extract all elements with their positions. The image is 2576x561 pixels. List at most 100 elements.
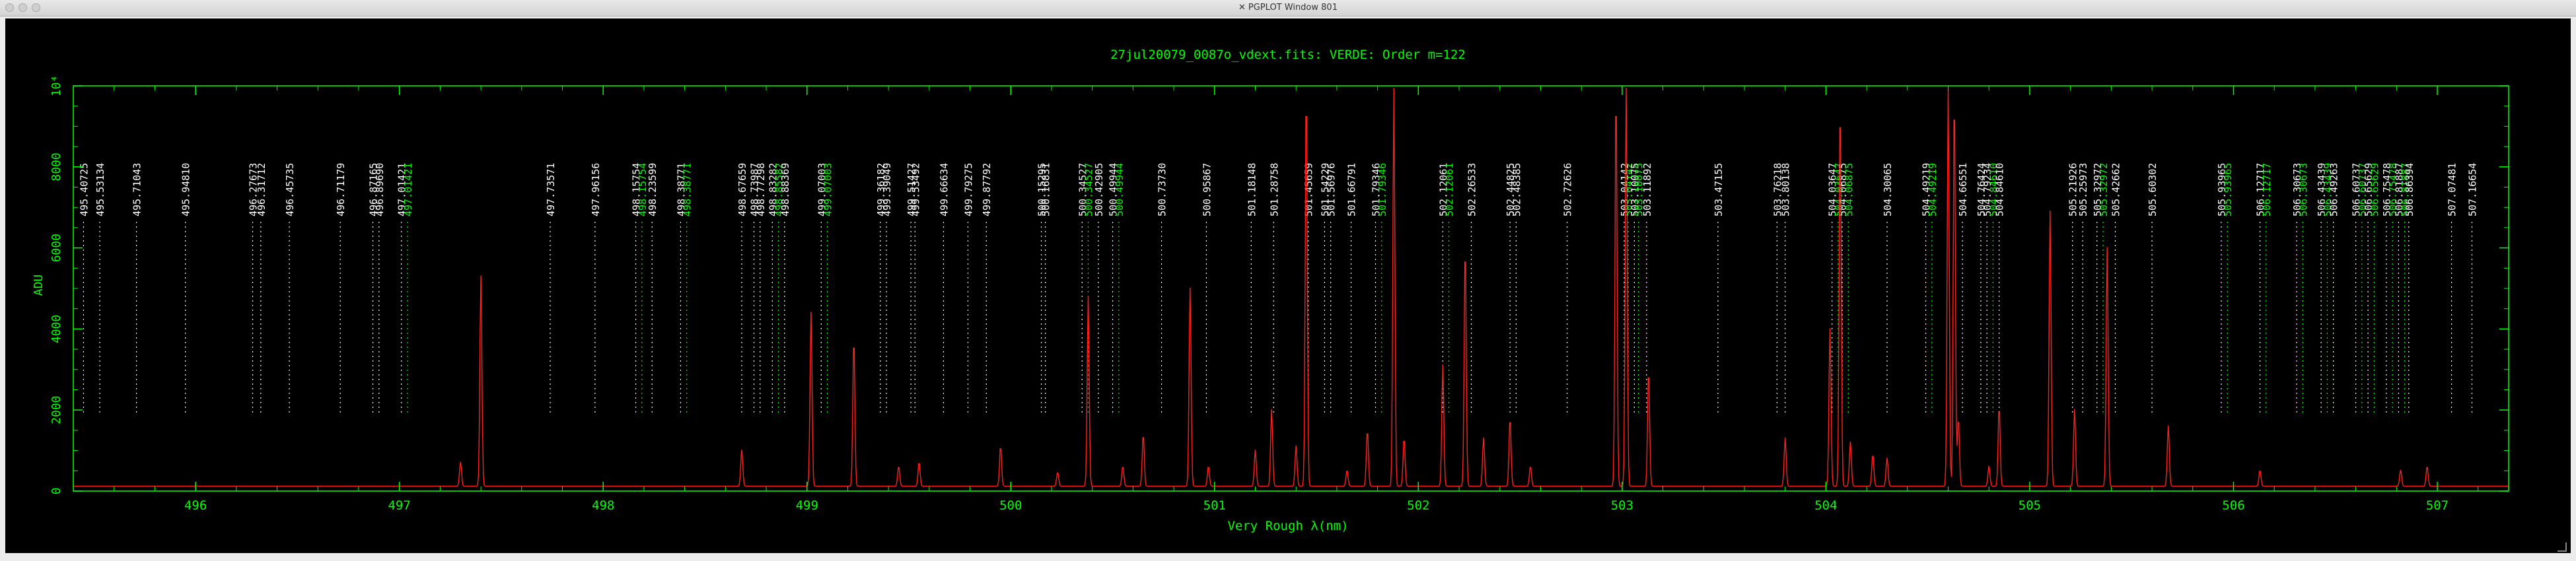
spectrum-plot: 27jul20079_0087o_vdext.fits: VERDE: Orde…	[32, 48, 2509, 533]
line-id-label: 504.84610	[1987, 163, 1999, 216]
line-id-label: 504.84610	[1994, 163, 2006, 216]
y-tick-label: 6000	[50, 234, 63, 262]
line-id-label: 503.76218	[1771, 163, 1783, 216]
line-id-label: 505.42662	[2110, 163, 2122, 216]
line-id-label: 501.45659	[1303, 163, 1315, 216]
line-id-label: 495.94810	[180, 163, 192, 216]
line-id-label: 495.53134	[94, 163, 106, 216]
x-tick-label: 496	[184, 498, 207, 513]
line-id-label: 500.49944	[1108, 163, 1120, 216]
resize-grip[interactable]	[2558, 543, 2567, 552]
x-tick-label: 505	[2019, 498, 2041, 513]
line-id-label: 496.27673	[248, 163, 260, 216]
line-id-label: 499.66634	[938, 163, 950, 216]
line-id-label: 497.01421	[402, 163, 414, 216]
line-id-label: 506.30673	[2291, 163, 2303, 216]
x-tick-label: 502	[1407, 498, 1429, 513]
line-id-label: 505.93965	[2216, 163, 2228, 216]
line-id-label: 496.31712	[256, 163, 268, 216]
line-id-label: 504.49219	[1927, 163, 1939, 216]
line-id-label: 506.43439	[2316, 163, 2328, 216]
line-id-label: 498.38771	[682, 163, 694, 216]
line-id-label: 503.10075	[1629, 163, 1641, 216]
line-id-label: 498.85582	[773, 163, 785, 216]
line-id-label: 503.47155	[1713, 163, 1725, 216]
line-id-label: 501.54229	[1319, 163, 1331, 216]
line-id-label: 503.04142	[1619, 163, 1631, 216]
line-id-label: 498.15754	[637, 163, 649, 216]
line-id-label: 496.45735	[284, 163, 296, 216]
pgplot-canvas[interactable]: 27jul20079_0087o_vdext.fits: VERDE: Orde…	[5, 18, 2571, 553]
y-axis-label: ADU	[32, 275, 46, 296]
line-id-label: 504.03647	[1827, 163, 1839, 216]
y-tick-label: 4000	[50, 315, 63, 343]
line-id-label: 506.43439	[2322, 163, 2334, 216]
line-id-label: 499.79275	[962, 163, 974, 216]
line-id-label: 499.87792	[981, 163, 993, 216]
line-id-label: 507.07481	[2447, 163, 2458, 216]
x-tick-label: 499	[796, 498, 818, 513]
line-id-label: 500.73730	[1157, 163, 1168, 216]
line-id-label: 505.21926	[2067, 163, 2079, 216]
x-tick-label: 498	[592, 498, 614, 513]
line-id-label: 501.79346	[1377, 163, 1388, 216]
line-id-label: 497.73571	[545, 163, 557, 216]
line-id-label: 504.06875	[1843, 163, 1855, 216]
line-id-label: 495.40725	[78, 163, 90, 216]
line-id-label: 500.42905	[1093, 163, 1105, 216]
line-id-label: 501.56976	[1326, 163, 1338, 216]
line-id-label: 499.39049	[881, 163, 893, 216]
line-id-label: 506.60737	[2351, 163, 2363, 216]
line-id-label: 499.36182	[875, 163, 887, 216]
line-id-label: 499.53492	[910, 163, 921, 216]
window-titlebar: ✕ PGPLOT Window 801	[0, 0, 2576, 16]
line-id-label: 506.60737	[2357, 163, 2369, 216]
line-id-label: 499.07003	[822, 163, 834, 216]
line-id-label: 498.88369	[779, 163, 791, 216]
line-id-label: 507.16654	[2466, 163, 2478, 216]
window-title-area: ✕ PGPLOT Window 801	[0, 3, 2576, 13]
line-id-label: 498.83282	[767, 163, 779, 216]
line-id-label: 506.12717	[2255, 163, 2267, 216]
line-id-label: 501.28758	[1268, 163, 1280, 216]
line-id-label: 504.79234	[1982, 163, 1993, 216]
line-id-label: 500.15295	[1036, 163, 1048, 216]
minimize-button[interactable]	[18, 3, 27, 12]
line-id-label: 498.73987	[749, 163, 761, 216]
line-id-label: 506.49263	[2328, 163, 2340, 216]
line-id-label: 504.30065	[1882, 163, 1894, 216]
x-tick-label: 500	[999, 498, 1022, 513]
window-title: PGPLOT Window 801	[1248, 3, 1338, 13]
x-tick-label: 501	[1203, 498, 1226, 513]
line-id-label: 505.60302	[2147, 163, 2159, 216]
line-id-label: 502.48385	[1511, 163, 1522, 216]
zoom-button[interactable]	[32, 3, 40, 12]
line-id-label: 499.51427	[906, 163, 917, 216]
x-tick-label: 503	[1611, 498, 1633, 513]
line-id-label: 498.23599	[647, 163, 659, 216]
line-id-label: 506.12717	[2261, 163, 2273, 216]
line-id-label: 504.76424	[1976, 163, 1987, 216]
line-id-label: 498.67659	[736, 163, 748, 216]
line-id-label: 500.16831	[1040, 163, 1052, 216]
line-id-label: 506.86394	[2404, 163, 2415, 216]
line-id-label: 506.30673	[2297, 163, 2309, 216]
line-id-label: 500.49944	[1114, 163, 1126, 216]
line-id-label: 497.01421	[396, 163, 408, 216]
line-id-label: 498.15754	[631, 163, 643, 216]
line-id-label: 502.12061	[1444, 163, 1456, 216]
line-id-label: 502.26533	[1466, 163, 1478, 216]
line-id-label: 496.89690	[374, 163, 386, 216]
line-id-label: 501.66791	[1346, 163, 1358, 216]
close-button[interactable]	[5, 3, 14, 12]
line-id-label: 498.77298	[755, 163, 767, 216]
line-id-label: 502.72626	[1562, 163, 1574, 216]
line-id-label: 506.65629	[2369, 163, 2380, 216]
line-id-label: 504.03647	[1833, 163, 1845, 216]
line-id-label: 496.87165	[368, 163, 380, 216]
line-id-label: 505.32972	[2092, 163, 2104, 216]
y-tick-label: 10⁴	[50, 75, 63, 97]
line-id-label: 505.93965	[2222, 163, 2234, 216]
x-tick-label: 497	[388, 498, 410, 513]
line-id-label: 503.11892	[1641, 163, 1653, 216]
